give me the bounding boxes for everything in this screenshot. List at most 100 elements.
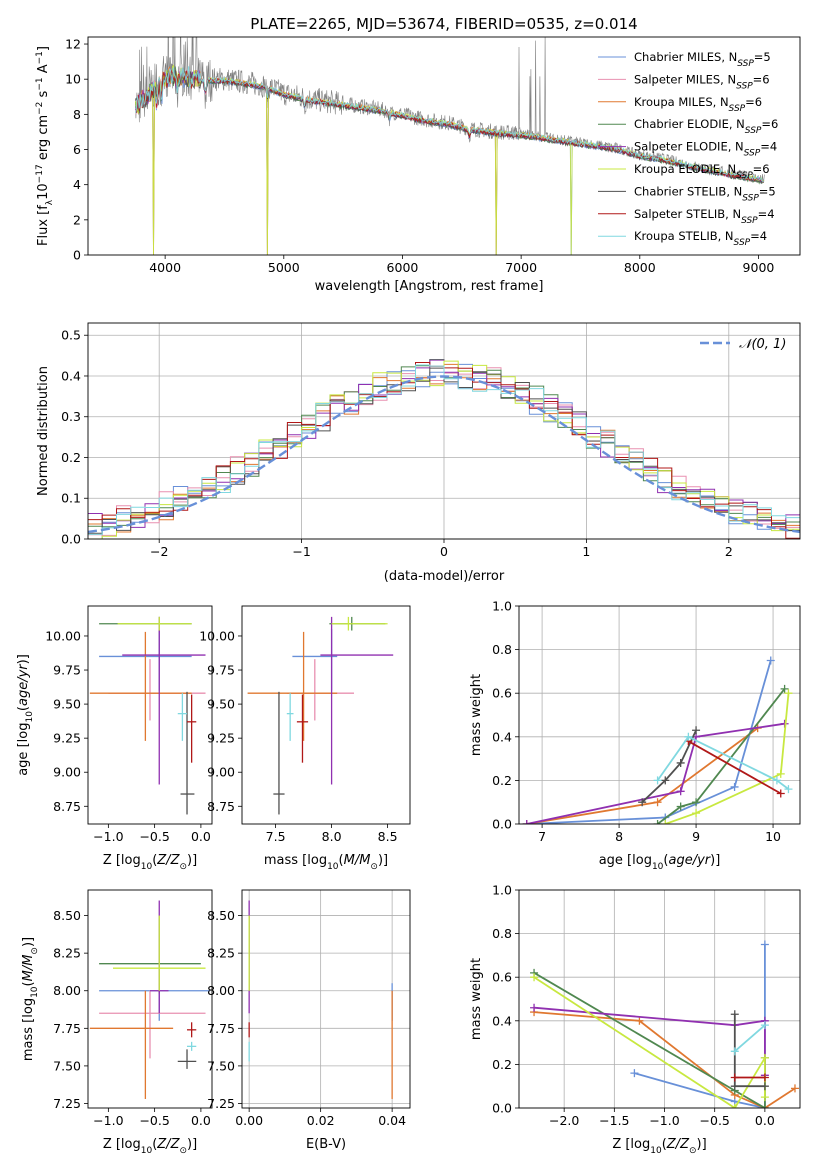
y-tick-label: 0.0 (492, 1101, 512, 1116)
legend-entry: Kroupa MILES, NSSP=6 (634, 95, 762, 114)
errorbar-point-2 (108, 659, 206, 721)
errorbar-point-4 (99, 918, 201, 994)
x-tick-label: −1 (292, 544, 310, 559)
series-line (657, 688, 786, 824)
y-tick-label: 1.0 (492, 599, 512, 614)
y-tick-label: 7.25 (53, 1096, 81, 1111)
y-tick-label: 0.2 (61, 450, 81, 465)
series-marker (760, 1053, 769, 1062)
weight-series-4 (653, 684, 789, 824)
x-tick-label: −2.0 (549, 1113, 579, 1128)
errorbar-point-9 (177, 693, 188, 741)
x-tick-label: 0 (440, 544, 448, 559)
weight-series-7 (638, 726, 701, 807)
series-marker (766, 656, 775, 665)
legend-entry: Salpeter STELIB, NSSP=4 (634, 207, 775, 226)
x-axis-label: Z [log10(Z/Z⊙)] (103, 1137, 197, 1156)
series-marker (684, 732, 693, 741)
y-tick-label: 8.00 (53, 983, 81, 998)
errorbar-point-9 (187, 1041, 197, 1051)
y-tick-label: 8.75 (207, 799, 235, 814)
series-marker (638, 798, 647, 807)
y-tick-label: 8.25 (207, 946, 235, 961)
errorbar-point-8 (187, 694, 197, 763)
x-tick-label: −2 (150, 544, 168, 559)
axes-frame (518, 889, 801, 1109)
axes-frame (241, 889, 411, 1109)
axes-age-vs-Z: −1.0 −0.5 0.0 8.75 9.00 9.25 9.50 9.75 10.00 Z [l… (16, 605, 213, 872)
y-tick-label: 0.0 (61, 532, 81, 547)
y-tick-label: 9.75 (207, 663, 235, 678)
panel-spectrum: 4000 5000 6000 7000 8000 9000 0 2 4 6 8 10 12 wavelen… (35, 36, 801, 294)
series-marker (730, 1073, 739, 1082)
legend-entry: Salpeter MILES, NSSP=6 (634, 72, 770, 91)
x-tick-label: 10 (765, 829, 781, 844)
series-marker (661, 820, 670, 824)
y-axis-label: age [log10(age/yr)] (16, 654, 35, 776)
x-tick-label: −0.5 (139, 829, 169, 844)
axes-age-vs-mass: 7.5 8.0 8.5 8.75 9.00 9.25 9.50 9.75 10.00 mass [… (199, 605, 411, 872)
x-axis-label: Z [log10(Z/Z⊙)] (612, 1137, 706, 1156)
plot-area-mass-vs-EBV (248, 900, 393, 1099)
y-tick-label: 4 (73, 177, 81, 192)
series-line (687, 740, 782, 795)
errorbar-point-6 (331, 616, 388, 631)
x-tick-label: 0.0 (755, 1113, 775, 1128)
series-marker (760, 1093, 769, 1102)
y-tick-label: 7.75 (53, 1021, 81, 1036)
series-marker (730, 1010, 739, 1019)
series-marker (730, 782, 739, 791)
series-marker (530, 1003, 539, 1012)
y-tick-label: 0 (73, 248, 81, 263)
y-tick-label: 10.00 (199, 628, 235, 643)
axes-frame (518, 605, 801, 825)
y-tick-label: 2 (73, 212, 81, 227)
x-tick-label: −0.5 (139, 1113, 169, 1128)
y-axis-label: mass weight (469, 958, 484, 1040)
series-line (526, 660, 772, 824)
model-spectrum-7 (135, 70, 765, 185)
y-tick-label: 9.75 (53, 663, 81, 678)
y-tick-label: 1.0 (492, 883, 512, 898)
series-marker (692, 798, 701, 807)
series-marker (676, 787, 685, 796)
series-marker (692, 726, 701, 735)
y-tick-label: 10.00 (45, 628, 81, 643)
figure-title: PLATE=2265, MJD=53674, FIBERID=0535, z=0… (250, 15, 637, 33)
x-axis-label: (data-model)/error (384, 569, 505, 584)
legend-entry: Chabrier STELIB, NSSP=5 (634, 184, 776, 203)
plot-area-mass-vs-Z (89, 900, 211, 1099)
plot-area-residuals (88, 359, 800, 539)
series-marker (760, 1104, 769, 1108)
x-tick-label: 4000 (149, 260, 181, 275)
series-marker (784, 689, 793, 698)
x-tick-label: −0.5 (700, 1113, 730, 1128)
x-axis-label: mass [log10(M/M⊙)] (264, 853, 388, 872)
errorbar-point-7 (177, 1049, 197, 1069)
axes-frame (87, 36, 801, 256)
y-tick-label: 0.4 (492, 1013, 512, 1028)
y-axis-label: mass [log10(M/M⊙)] (21, 937, 40, 1061)
series-marker (760, 1021, 769, 1030)
series-marker (692, 809, 701, 818)
axes-weight-vs-Z: −2.0 −1.5 −1.0 −0.5 0.0 0.0 0.2 0.4 0.6 0.8 1.0 Z [… (469, 883, 801, 1156)
model-spectrum-3 (135, 66, 571, 255)
x-tick-label: 7000 (505, 260, 537, 275)
y-tick-label: 9.50 (207, 697, 235, 712)
y-tick-label: 8.25 (53, 946, 81, 961)
weight-series-3 (522, 724, 762, 824)
y-tick-label: 7.75 (207, 1021, 235, 1036)
y-tick-label: 8.00 (207, 983, 235, 998)
panel-weight-vs-Z: −2.0 −1.5 −1.0 −0.5 0.0 0.0 0.2 0.4 0.6 0.8 1.0 Z [… (469, 883, 801, 1156)
errorbar-point-2 (99, 990, 206, 1059)
axes-frame (241, 605, 411, 825)
residual-histogram-9 (88, 364, 800, 535)
series-line (534, 1006, 766, 1076)
legend-entry: Chabrier ELODIE, NSSP=6 (634, 117, 778, 136)
x-tick-label: 8 (615, 829, 623, 844)
y-axis-label: mass weight (469, 674, 484, 756)
y-tick-label: 7.50 (53, 1058, 81, 1073)
series-marker (730, 1047, 739, 1056)
weight-series-9 (730, 1021, 769, 1056)
